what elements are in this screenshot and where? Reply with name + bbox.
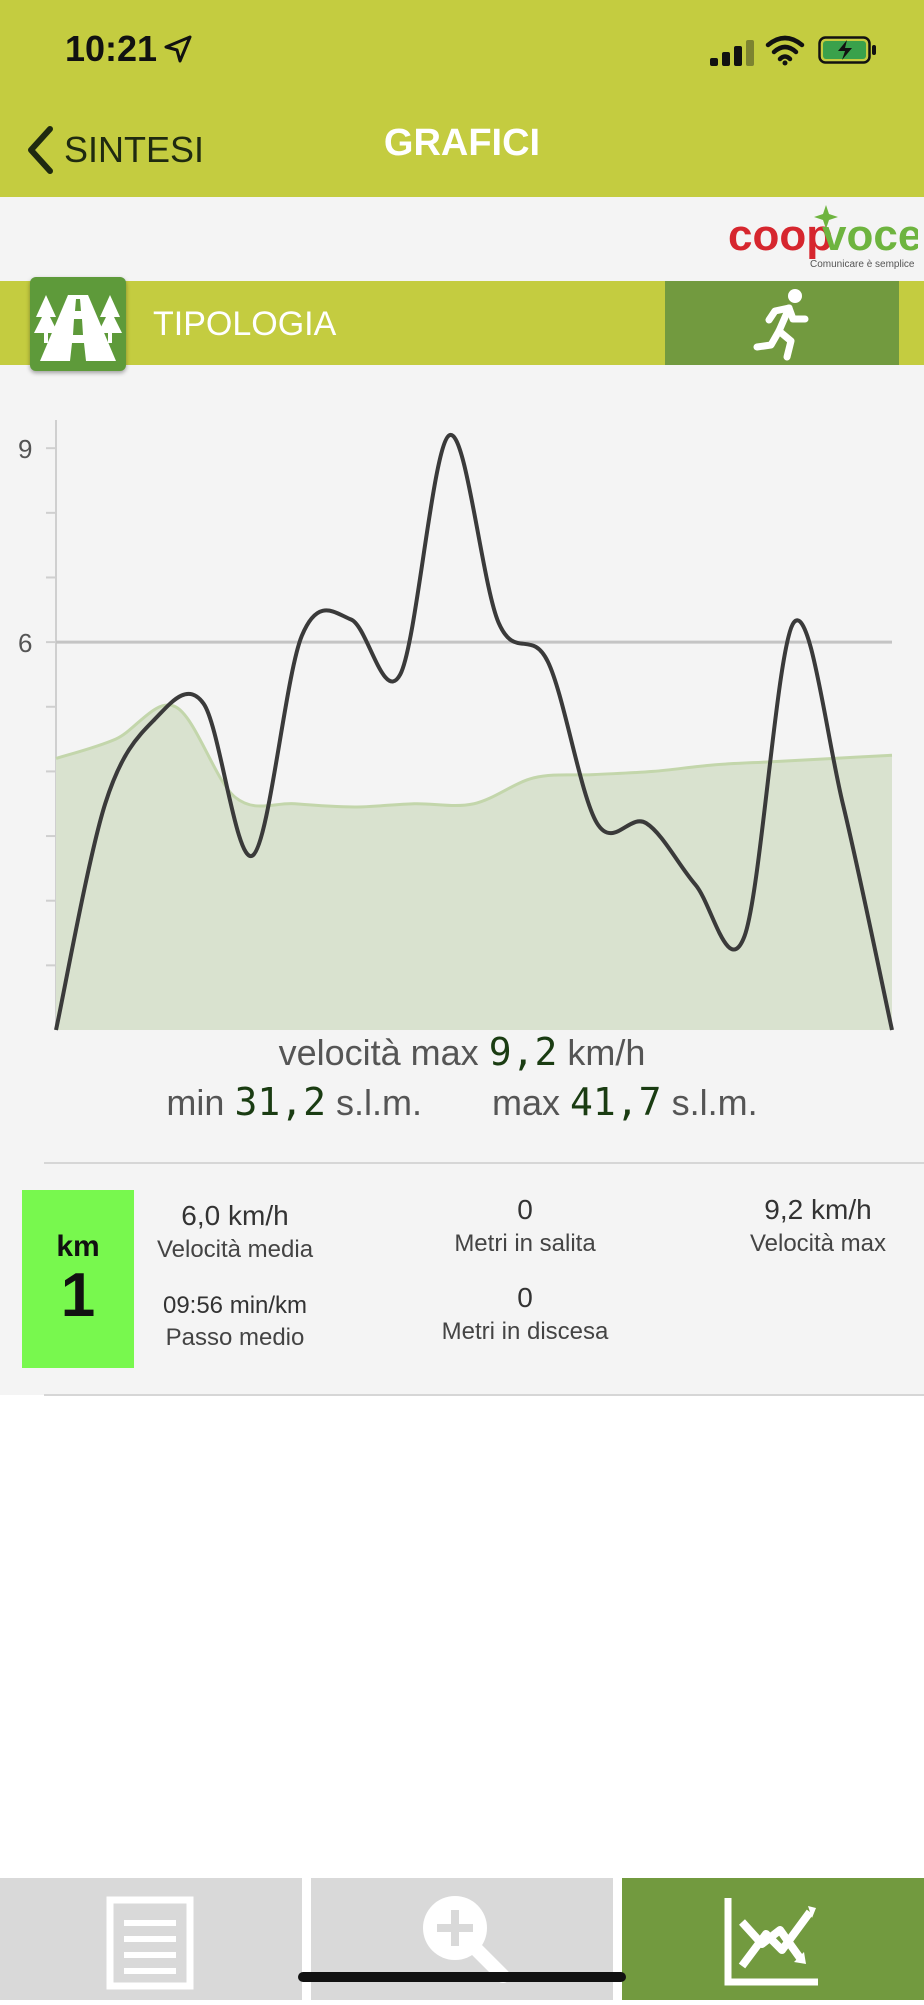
max-altitude-unit: s.l.m. bbox=[671, 1082, 758, 1123]
ascent-stat: 0 Metri in salita bbox=[420, 1194, 630, 1258]
max-speed-label: velocità max bbox=[278, 1032, 479, 1073]
zoom-in-icon bbox=[423, 1896, 510, 1983]
type-label: TIPOLOGIA bbox=[153, 305, 337, 343]
home-indicator bbox=[298, 1972, 626, 1982]
speed-altitude-chart: 96 bbox=[18, 420, 894, 1031]
min-altitude-unit: s.l.m. bbox=[335, 1082, 422, 1123]
altitude-summary: min 31,2 s.l.m. max 41,7 s.l.m. bbox=[0, 1080, 924, 1124]
divider-top bbox=[44, 1162, 924, 1164]
max-speed-unit: km/h bbox=[567, 1032, 646, 1073]
descent-value: 0 bbox=[517, 1282, 533, 1313]
coopvoce-logo: coop voce Comunicare è semplice bbox=[728, 205, 918, 270]
svg-text:Comunicare è semplice: Comunicare è semplice bbox=[810, 259, 915, 270]
location-arrow-icon bbox=[164, 35, 192, 63]
forest-road-icon bbox=[30, 277, 126, 371]
activity-type-button[interactable] bbox=[665, 281, 899, 365]
descent-stat: 0 Metri in discesa bbox=[420, 1282, 630, 1346]
descent-label: Metri in discesa bbox=[441, 1318, 609, 1345]
speed-line bbox=[54, 433, 894, 1031]
svg-text:voce: voce bbox=[822, 211, 918, 260]
wifi-icon bbox=[765, 35, 805, 66]
altitude-line bbox=[55, 703, 893, 809]
chevron-left-icon bbox=[28, 126, 53, 174]
km-badge: km 1 bbox=[22, 1190, 134, 1368]
avg-pace-label: Passo medio bbox=[165, 1324, 305, 1351]
km-badge-label: km bbox=[56, 1230, 100, 1263]
running-person-icon bbox=[753, 289, 809, 361]
back-button-label: SINTESI bbox=[64, 129, 205, 170]
max-altitude-value: 41,7 bbox=[570, 1080, 662, 1124]
km-badge-number: 1 bbox=[60, 1261, 96, 1330]
list-icon bbox=[106, 1896, 194, 1990]
page-title: GRAFICI bbox=[383, 122, 541, 164]
avg-pace-value: 09:56 min/km bbox=[162, 1292, 308, 1319]
avg-speed-value: 6,0 km/h bbox=[181, 1200, 289, 1231]
max-altitude-label: max bbox=[492, 1082, 561, 1123]
ascent-label: Metri in salita bbox=[454, 1230, 596, 1257]
battery-charging-icon bbox=[818, 36, 876, 64]
svg-text:coop: coop bbox=[728, 211, 833, 260]
min-altitude-label: min bbox=[166, 1082, 225, 1123]
avg-speed-label: Velocità media bbox=[156, 1236, 314, 1263]
altitude-area bbox=[56, 705, 892, 1030]
km-max-speed-value: 9,2 km/h bbox=[764, 1194, 872, 1225]
y-tick-label: 9 bbox=[18, 434, 32, 464]
max-speed-summary: velocità max 9,2 km/h bbox=[0, 1030, 924, 1074]
avg-speed-stat: 6,0 km/h Velocità media bbox=[140, 1200, 330, 1264]
ascent-value: 0 bbox=[517, 1194, 533, 1225]
header-bar bbox=[0, 0, 924, 197]
min-altitude-value: 31,2 bbox=[234, 1080, 326, 1124]
back-button[interactable]: SINTESI bbox=[26, 120, 204, 180]
max-speed-stat: 9,2 km/h Velocità max bbox=[720, 1194, 916, 1258]
max-speed-value: 9,2 bbox=[488, 1030, 558, 1074]
y-tick-label: 6 bbox=[18, 628, 32, 658]
status-time: 10:21 bbox=[65, 28, 158, 69]
chart-icon bbox=[724, 1898, 818, 1986]
km-max-speed-label: Velocità max bbox=[749, 1230, 887, 1257]
divider-bottom bbox=[44, 1394, 924, 1396]
signal-icon bbox=[710, 40, 754, 66]
avg-pace-stat: 09:56 min/km Passo medio bbox=[140, 1292, 330, 1352]
tab-charts[interactable] bbox=[622, 1878, 924, 2000]
tab-list[interactable] bbox=[0, 1878, 302, 2000]
